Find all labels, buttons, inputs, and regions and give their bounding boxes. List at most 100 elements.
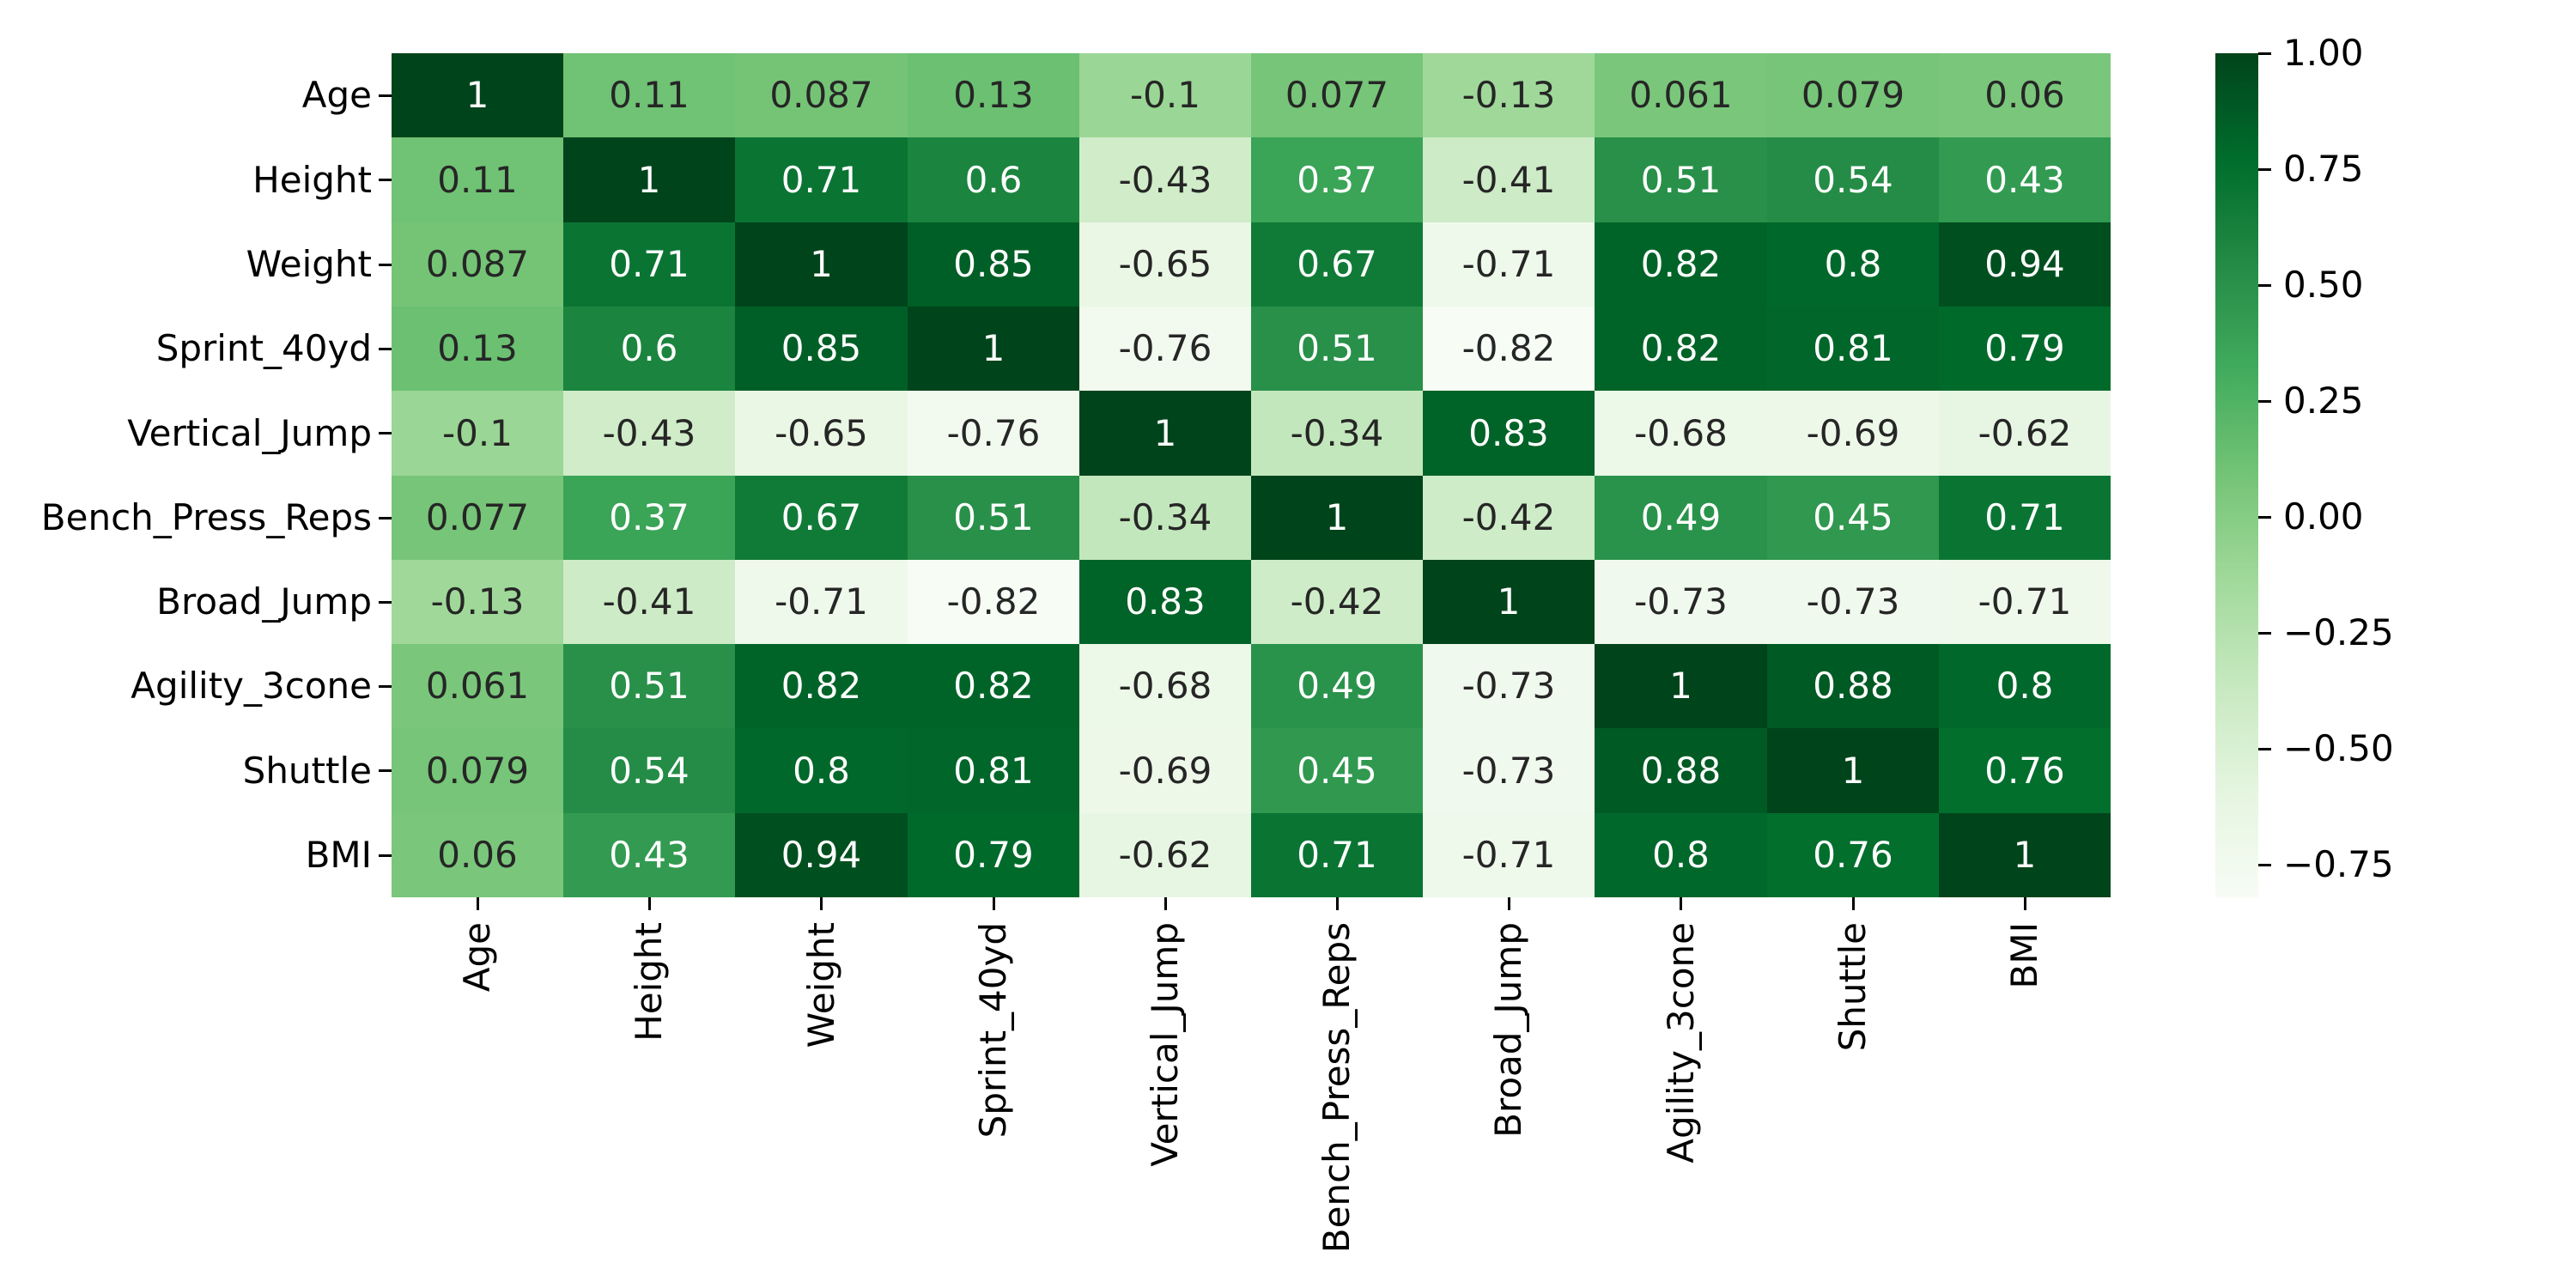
cell-value: 0.43 xyxy=(609,834,690,876)
cell-value: 0.06 xyxy=(437,834,518,876)
y-axis-tick-label: Agility_3cone xyxy=(131,665,372,707)
heatmap-cell: 0.94 xyxy=(1939,222,2111,307)
heatmap-cell: 0.82 xyxy=(1595,222,1767,307)
heatmap-cell: -0.68 xyxy=(1079,644,1251,728)
cell-value: 0.6 xyxy=(620,327,678,369)
cell-value: -0.69 xyxy=(1806,411,1900,454)
heatmap-cell: -0.73 xyxy=(1423,644,1595,728)
cell-value: -0.73 xyxy=(1634,580,1728,623)
y-axis-tick xyxy=(379,601,392,604)
cell-value: -0.43 xyxy=(1118,158,1212,201)
heatmap-cell: 0.51 xyxy=(908,476,1079,560)
cell-value: 1 xyxy=(637,158,661,201)
cell-value: 1 xyxy=(1841,749,1865,792)
heatmap-cell: 0.83 xyxy=(1423,391,1595,476)
colorbar-tick xyxy=(2258,748,2271,750)
heatmap-cell: 0.51 xyxy=(563,644,735,728)
y-axis-tick xyxy=(379,94,392,97)
cell-value: 0.81 xyxy=(953,749,1034,792)
x-axis-tick xyxy=(1852,897,1855,910)
heatmap-cell: 0.077 xyxy=(1251,53,1423,137)
heatmap-cell: -0.69 xyxy=(1079,728,1251,813)
x-axis-tick-label: Bench_Press_Reps xyxy=(1315,922,1358,1254)
colorbar-tick xyxy=(2258,168,2271,171)
heatmap-cell: 0.67 xyxy=(1251,222,1423,307)
heatmap-cell: 0.11 xyxy=(563,53,735,137)
x-axis-tick xyxy=(1508,897,1510,910)
x-axis-tick-label: Vertical_Jump xyxy=(1144,922,1186,1167)
heatmap-cell: 0.71 xyxy=(735,137,908,222)
y-axis-tick-label: Shuttle xyxy=(242,750,372,792)
x-axis-tick-label: Shuttle xyxy=(1832,922,1874,1052)
x-axis-tick-label: Agility_3cone xyxy=(1660,922,1702,1163)
cell-value: 0.49 xyxy=(1640,496,1722,538)
heatmap-cell: 0.13 xyxy=(908,53,1079,137)
heatmap-cell: -0.1 xyxy=(392,391,563,476)
cell-value: -0.41 xyxy=(1461,158,1556,201)
x-axis-tick xyxy=(648,897,651,910)
heatmap-cell: 0.43 xyxy=(563,813,735,897)
cell-value: -0.43 xyxy=(602,411,696,454)
heatmap-cell: 0.85 xyxy=(908,222,1079,307)
y-axis-tick-label: Vertical_Jump xyxy=(127,412,372,454)
heatmap-cell: 0.06 xyxy=(1939,53,2111,137)
cell-value: -0.73 xyxy=(1461,665,1556,707)
heatmap-cell: 0.94 xyxy=(735,813,908,897)
cell-value: -0.68 xyxy=(1634,411,1728,454)
cell-value: 0.71 xyxy=(1984,496,2065,538)
cell-value: 0.85 xyxy=(781,327,862,369)
cell-value: 0.51 xyxy=(1640,158,1722,201)
heatmap-cell: 1 xyxy=(735,222,908,307)
heatmap-cell: 0.71 xyxy=(563,222,735,307)
cell-value: -0.68 xyxy=(1118,665,1212,707)
cell-value: -0.62 xyxy=(1978,411,2072,454)
x-axis-tick xyxy=(1680,897,1682,910)
cell-value: 0.49 xyxy=(1297,665,1377,707)
heatmap-cell: 0.087 xyxy=(735,53,908,137)
cell-value: 0.82 xyxy=(953,665,1034,707)
colorbar-tick xyxy=(2258,284,2271,287)
heatmap-cell: 0.54 xyxy=(563,728,735,813)
heatmap-cell: 0.45 xyxy=(1767,476,1939,560)
heatmap-cell: 0.8 xyxy=(735,728,908,813)
heatmap-cell: 0.82 xyxy=(735,644,908,728)
heatmap-cell: 1 xyxy=(908,307,1079,391)
x-axis-tick-label: Sprint_40yd xyxy=(972,922,1014,1139)
y-axis-tick xyxy=(379,854,392,857)
cell-value: 0.79 xyxy=(953,834,1034,876)
heatmap-cell: -0.13 xyxy=(392,560,563,644)
heatmap-cell: 0.88 xyxy=(1767,644,1939,728)
cell-value: 0.6 xyxy=(964,158,1023,201)
heatmap-cell: 0.51 xyxy=(1251,307,1423,391)
cell-value: 0.94 xyxy=(1984,243,2065,285)
cell-value: -0.41 xyxy=(602,580,696,623)
cell-value: -0.73 xyxy=(1806,580,1900,623)
cell-value: 0.13 xyxy=(437,327,518,369)
heatmap-cell: 0.6 xyxy=(563,307,735,391)
cell-value: 0.79 xyxy=(1984,327,2065,369)
cell-value: 0.71 xyxy=(609,243,690,285)
cell-value: 0.82 xyxy=(1640,243,1722,285)
cell-value: 0.51 xyxy=(1297,327,1377,369)
cell-value: 0.71 xyxy=(1297,834,1377,876)
y-axis-tick-label: BMI xyxy=(305,834,372,876)
cell-value: 0.88 xyxy=(1813,665,1893,707)
cell-value: 0.76 xyxy=(1813,834,1893,876)
cell-value: 0.37 xyxy=(1297,158,1377,201)
heatmap-cell: 1 xyxy=(1079,391,1251,476)
cell-value: 1 xyxy=(465,74,489,116)
cell-value: 0.85 xyxy=(953,243,1034,285)
y-axis-tick-label: Age xyxy=(301,74,372,116)
cell-value: 0.43 xyxy=(1984,158,2065,201)
cell-value: -0.13 xyxy=(1461,74,1556,116)
heatmap-cell: 0.76 xyxy=(1939,728,2111,813)
cell-value: 0.51 xyxy=(609,665,690,707)
heatmap-cell: 0.82 xyxy=(908,644,1079,728)
cell-value: 0.8 xyxy=(1824,243,1882,285)
cell-value: 0.06 xyxy=(1984,74,2065,116)
cell-value: -0.76 xyxy=(946,411,1041,454)
cell-value: -0.1 xyxy=(1130,74,1200,116)
heatmap-cell: -0.34 xyxy=(1079,476,1251,560)
heatmap-cell: 0.8 xyxy=(1939,644,2111,728)
